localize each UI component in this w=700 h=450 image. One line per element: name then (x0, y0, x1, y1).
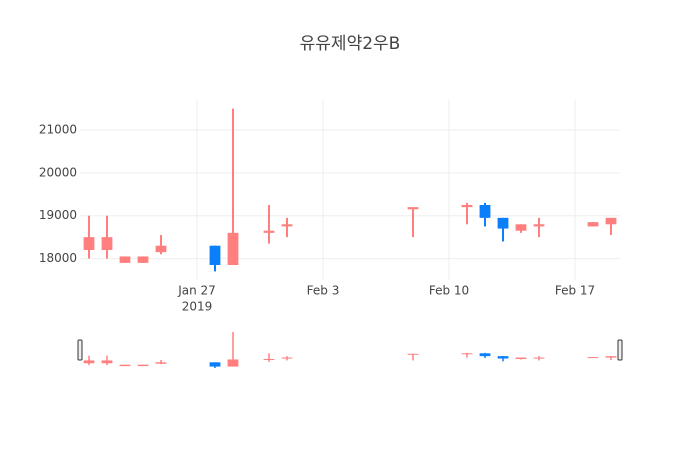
x-tick-label: Feb 10 (429, 284, 469, 298)
candle-body (533, 357, 545, 359)
candle-body (605, 217, 617, 225)
candle-body (119, 256, 131, 263)
candle-body (479, 205, 491, 218)
candle-body (281, 357, 293, 359)
candle-body (155, 362, 167, 364)
candle-body (587, 222, 599, 227)
y-tick-label: 21000 (39, 123, 77, 137)
candle-body (497, 217, 509, 229)
candle-body (461, 353, 473, 355)
candle-body (263, 359, 275, 360)
y-tick-label: 19000 (39, 208, 77, 222)
candle-body (155, 245, 167, 253)
candle-body (407, 353, 419, 355)
candle-body (497, 356, 509, 359)
range-slider-handle (617, 339, 623, 361)
x-tick-year: 2019 (182, 300, 213, 314)
candle-body (101, 237, 113, 250)
candle-body (533, 224, 545, 227)
y-tick-label: 18000 (39, 251, 77, 265)
candle-body (587, 357, 599, 359)
candle-body (515, 224, 527, 231)
x-tick-label: Feb 3 (307, 284, 340, 298)
candle-body (479, 353, 491, 357)
x-tick-label: Feb 17 (555, 284, 595, 298)
candle-body (227, 232, 239, 265)
candle-body (407, 207, 419, 210)
candle-body (227, 359, 239, 367)
candle-body (605, 356, 617, 358)
range-slider-handle (77, 339, 83, 361)
candle-body (101, 360, 113, 364)
candle-body (83, 360, 95, 364)
x-tick-label: Jan 27 (177, 284, 216, 298)
chart-title: 유유제약2우B (300, 34, 401, 54)
y-tick-label: 20000 (39, 165, 77, 179)
candle-body (515, 357, 527, 359)
candle-body (281, 224, 293, 227)
candle-body (119, 364, 131, 367)
candle-body (83, 237, 95, 250)
candle-body (263, 230, 275, 233)
candle-body (209, 362, 221, 367)
candle-body (137, 364, 149, 367)
candle-body (461, 205, 473, 208)
candle-body (137, 256, 149, 263)
candle-body (209, 245, 221, 265)
